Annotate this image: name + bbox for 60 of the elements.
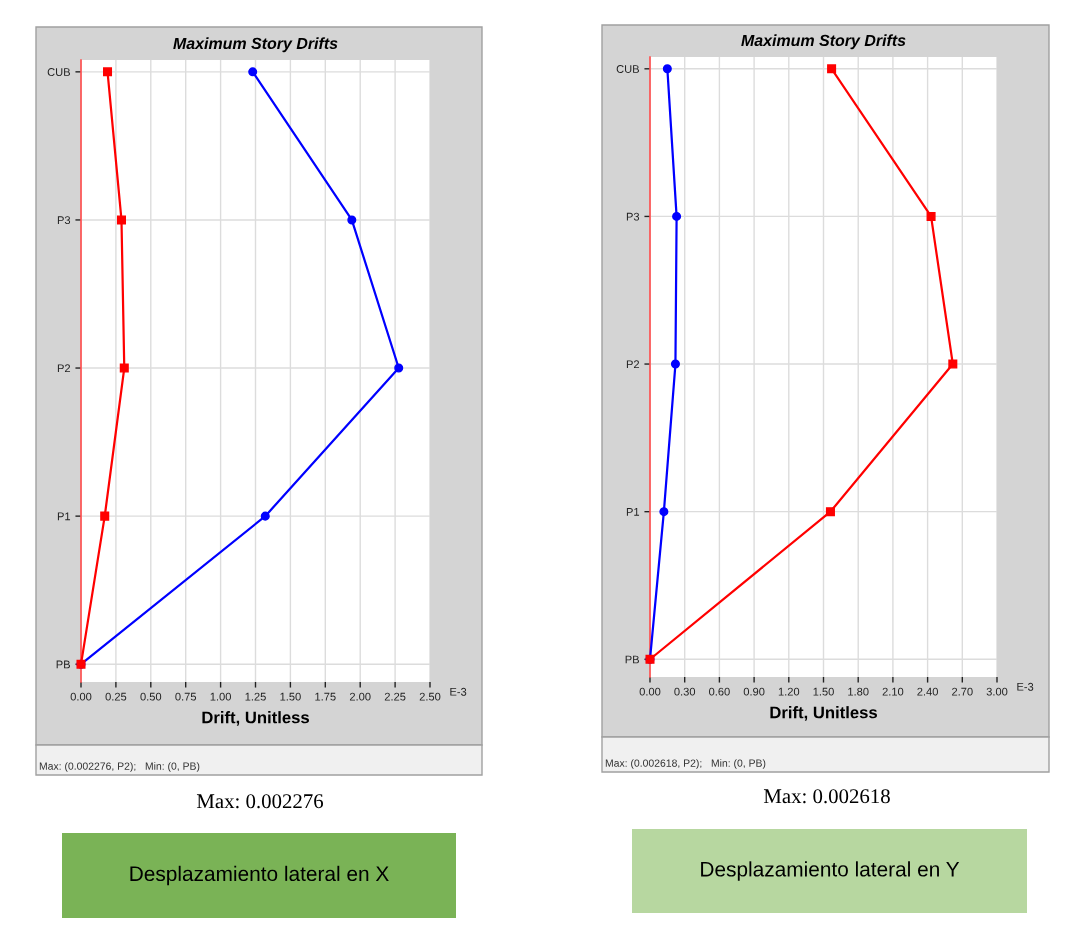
point — [248, 67, 258, 77]
x-tick-label: 0.75 — [175, 692, 197, 701]
x-tick-label: 2.10 — [882, 687, 904, 696]
point — [827, 64, 837, 74]
x-tick-label: 0.00 — [639, 687, 661, 696]
x-axis-title: Drift, Unitless — [202, 711, 309, 726]
y-tick-label: P2 — [626, 360, 640, 369]
point — [119, 363, 129, 373]
x-tick-label: 2.40 — [917, 687, 938, 696]
y-tick-label: P2 — [57, 364, 71, 373]
point — [103, 67, 113, 77]
point — [825, 507, 835, 517]
point — [116, 215, 126, 225]
y-tick-label: P3 — [57, 216, 71, 225]
x-tick-label: 2.00 — [349, 692, 371, 701]
point — [394, 363, 404, 373]
y-tick-label: PB — [625, 655, 639, 664]
point — [260, 511, 270, 521]
x-tick-label: 1.50 — [280, 692, 301, 701]
point — [948, 359, 958, 369]
x-tick-label: 0.30 — [674, 687, 696, 696]
x-tick-label: 2.25 — [384, 692, 406, 701]
x-tick-label: 0.90 — [743, 687, 765, 696]
text: Desplazamiento lateral en X — [130, 865, 389, 886]
point — [659, 507, 669, 517]
chart-title: Maximum Story Drifts — [741, 34, 906, 50]
text: Desplazamiento lateral en Y — [701, 861, 960, 881]
y-tick-label: P1 — [57, 512, 71, 521]
x-tick-label: 1.80 — [848, 687, 869, 696]
point — [100, 511, 110, 521]
point — [662, 64, 672, 74]
text: Max: (0.002276, P2); Min: (0, PB) — [39, 762, 200, 772]
y-tick-label: PB — [56, 660, 70, 669]
x-tick-label: 0.00 — [70, 692, 92, 701]
x-tick-label: 1.50 — [813, 687, 834, 696]
x-tick-label: 1.75 — [315, 692, 336, 701]
x-axis-title: Drift, Unitless — [770, 706, 877, 721]
x-tick-label: 3.00 — [986, 687, 1008, 696]
point — [670, 359, 680, 369]
x-tick-label: 0.25 — [105, 692, 127, 701]
text: Max: 0.002276 — [196, 794, 324, 809]
text: E-3 — [1017, 682, 1034, 691]
chart-title: Maximum Story Drifts — [173, 37, 338, 53]
y-tick-label: CUB — [47, 68, 70, 76]
y-tick-label: P3 — [626, 212, 640, 221]
text: Max: 0.002618 — [763, 789, 890, 804]
point — [347, 215, 357, 225]
y-tick-label: CUB — [616, 65, 639, 73]
x-tick-label: 1.20 — [778, 687, 800, 696]
point — [672, 211, 682, 221]
x-tick-label: 0.60 — [709, 687, 730, 696]
x-tick-label: 0.50 — [140, 692, 162, 701]
text: Max: (0.002618, P2); Min: (0, PB) — [605, 759, 766, 769]
x-tick-label: 1.00 — [210, 692, 231, 701]
x-tick-label: 2.50 — [419, 692, 441, 701]
x-tick-label: 2.70 — [952, 687, 973, 696]
y-tick-label: P1 — [626, 508, 640, 516]
text: E-3 — [450, 687, 467, 696]
x-tick-label: 1.25 — [245, 692, 266, 701]
point — [926, 211, 936, 221]
